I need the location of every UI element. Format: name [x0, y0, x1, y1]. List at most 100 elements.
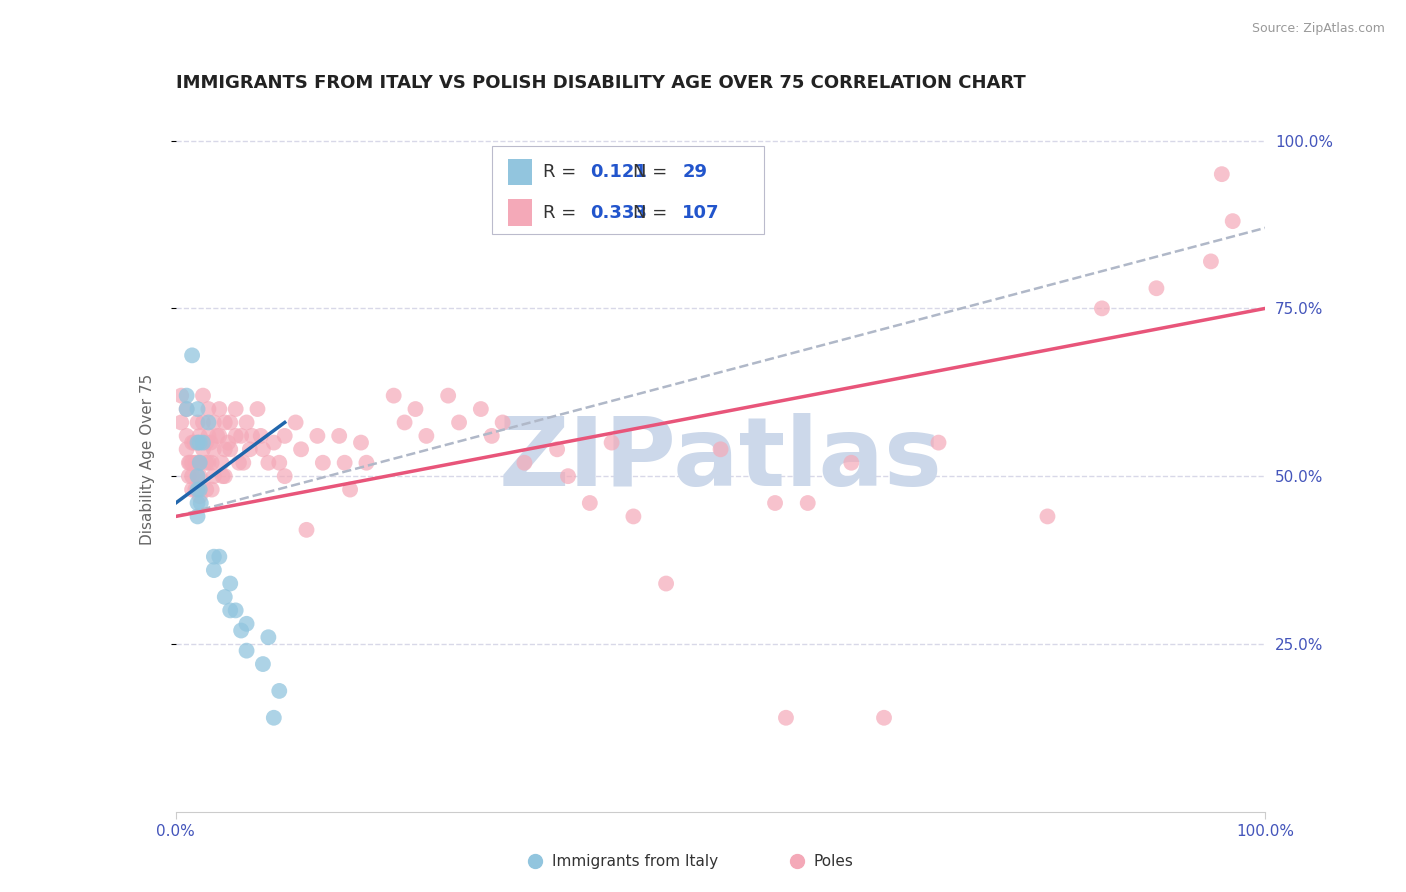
Point: [710, 442, 733, 457]
Point: [481, 429, 503, 443]
Point: [188, 456, 211, 470]
Point: [208, 402, 231, 417]
Point: [269, 684, 291, 698]
Point: [195, 483, 218, 497]
Text: Poles: Poles: [813, 854, 853, 869]
Point: [225, 429, 247, 443]
Point: [290, 442, 312, 457]
Point: [333, 456, 356, 470]
Point: [405, 402, 427, 417]
Point: [181, 456, 204, 470]
Text: N =: N =: [633, 163, 673, 181]
Text: N =: N =: [633, 203, 673, 221]
Point: [177, 469, 200, 483]
Point: [328, 429, 350, 443]
Point: [186, 496, 209, 510]
Text: ZIPatlas: ZIPatlas: [499, 413, 942, 506]
Point: [181, 348, 204, 362]
Point: [219, 576, 242, 591]
Point: [394, 416, 416, 430]
Point: [928, 435, 950, 450]
Point: [197, 416, 219, 430]
Point: [208, 429, 231, 443]
Point: [181, 435, 204, 450]
Point: [186, 416, 209, 430]
Point: [350, 435, 373, 450]
Point: [214, 416, 236, 430]
Point: [201, 456, 224, 470]
Point: [217, 435, 239, 450]
Point: [188, 469, 211, 483]
Point: [228, 456, 250, 470]
Point: [214, 590, 236, 604]
Point: [219, 603, 242, 617]
Point: [191, 435, 214, 450]
FancyBboxPatch shape: [508, 199, 531, 226]
Point: [186, 435, 209, 450]
Point: [202, 469, 225, 483]
Point: [796, 496, 818, 510]
FancyBboxPatch shape: [492, 145, 765, 234]
Point: [1144, 281, 1167, 295]
Point: [177, 456, 200, 470]
Point: [202, 442, 225, 457]
Point: [841, 456, 863, 470]
Point: [492, 416, 515, 430]
Point: [176, 429, 198, 443]
Point: [1091, 301, 1114, 316]
Point: [231, 429, 253, 443]
Point: [339, 483, 361, 497]
Point: [235, 643, 257, 657]
Point: [170, 389, 193, 403]
Text: Source: ZipAtlas.com: Source: ZipAtlas.com: [1251, 22, 1385, 36]
Point: [263, 711, 285, 725]
Point: [186, 435, 209, 450]
Text: IMMIGRANTS FROM ITALY VS POLISH DISABILITY AGE OVER 75 CORRELATION CHART: IMMIGRANTS FROM ITALY VS POLISH DISABILI…: [176, 74, 1025, 92]
Point: [873, 711, 896, 725]
Point: [252, 657, 274, 671]
Point: [188, 489, 211, 503]
Point: [763, 496, 786, 510]
Point: [621, 509, 644, 524]
Text: R =: R =: [543, 203, 582, 221]
Point: [191, 416, 214, 430]
Point: [307, 429, 329, 443]
Point: [200, 435, 222, 450]
Point: [201, 483, 224, 497]
Point: [1199, 254, 1222, 268]
Point: [239, 442, 262, 457]
Point: [190, 496, 212, 510]
Point: [655, 576, 678, 591]
Point: [186, 509, 209, 524]
Point: [202, 563, 225, 577]
Point: [181, 469, 204, 483]
Point: [546, 442, 568, 457]
Point: [225, 402, 247, 417]
Point: [176, 442, 198, 457]
Point: [235, 416, 257, 430]
Point: [183, 435, 205, 450]
Point: [775, 711, 797, 725]
Point: [188, 435, 211, 450]
Point: [249, 429, 271, 443]
Point: [179, 456, 201, 470]
Point: [191, 389, 214, 403]
Point: [600, 435, 623, 450]
Point: [231, 624, 253, 638]
Point: [211, 456, 233, 470]
Text: 0.333: 0.333: [591, 203, 647, 221]
Point: [274, 469, 297, 483]
Point: [263, 435, 285, 450]
Point: [252, 442, 274, 457]
Point: [246, 402, 269, 417]
Point: [274, 429, 297, 443]
Point: [176, 389, 198, 403]
Point: [197, 429, 219, 443]
Point: [240, 429, 263, 443]
Point: [188, 429, 211, 443]
Point: [219, 442, 242, 457]
Point: [579, 496, 602, 510]
Point: [1222, 214, 1244, 228]
Point: [232, 456, 254, 470]
Point: [197, 456, 219, 470]
